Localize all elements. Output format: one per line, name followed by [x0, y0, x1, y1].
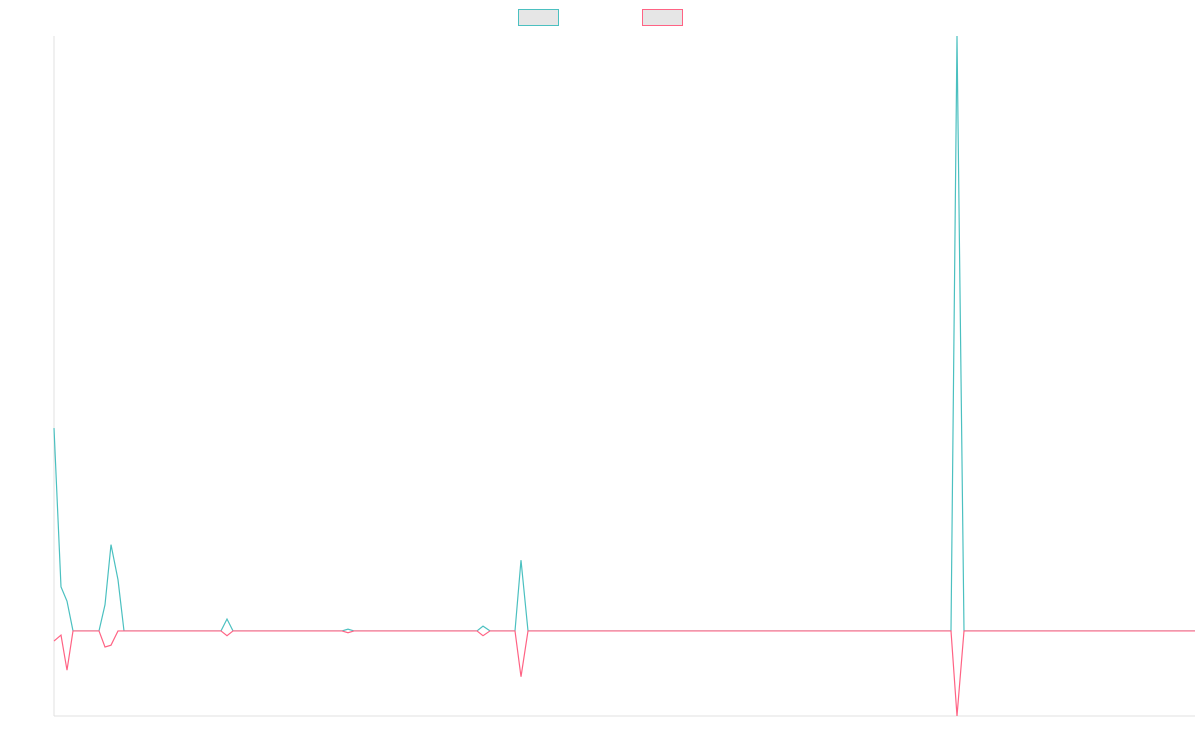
legend-swatch[interactable]: [642, 9, 683, 26]
data-line: [53, 35, 1195, 632]
data-line: [53, 630, 1195, 717]
legend-swatch[interactable]: [518, 9, 559, 26]
